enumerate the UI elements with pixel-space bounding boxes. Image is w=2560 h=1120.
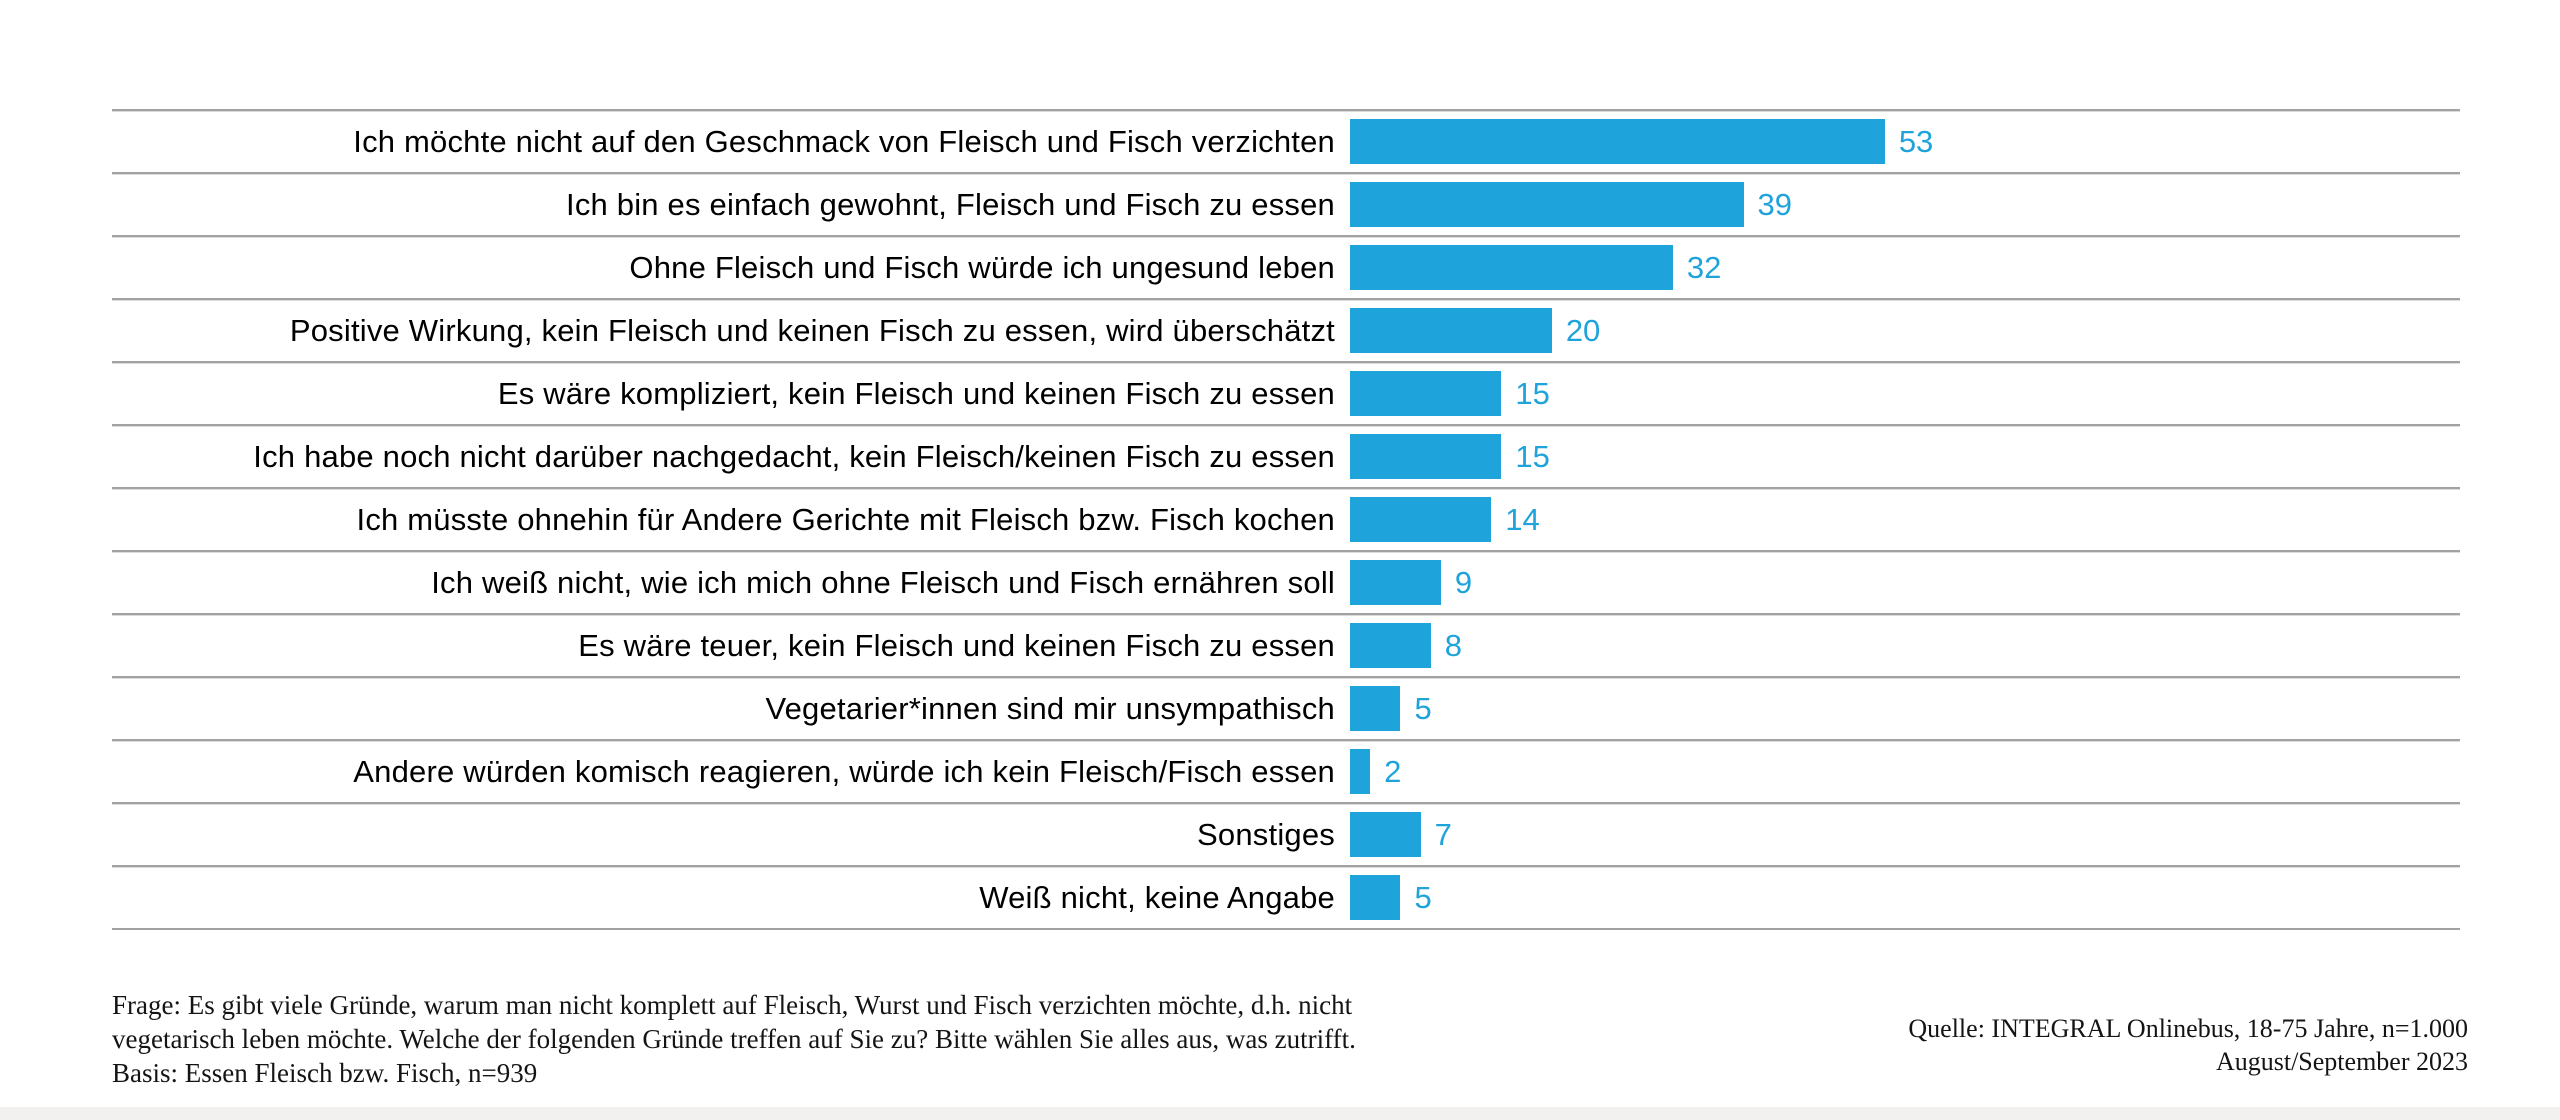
bar [1350,623,1431,668]
bottom-strip [0,1107,2560,1120]
bar-cell: 5 [1350,867,2460,928]
bar-cell: 5 [1350,678,2460,739]
category-label: Ich bin es einfach gewohnt, Fleisch und … [566,186,1335,222]
category-label: Andere würden komisch reagieren, würde i… [353,753,1335,789]
bar [1350,119,1885,164]
chart-row: Ich habe noch nicht darüber nachgedacht,… [112,424,2460,487]
value-label: 14 [1505,501,1540,537]
value-label: 32 [1686,249,1722,285]
chart-row: Es wäre teuer, kein Fleisch und keinen F… [112,613,2460,676]
bar [1350,308,1552,353]
bar [1350,812,1421,857]
value-label: 15 [1515,438,1550,474]
chart-row: Ohne Fleisch und Fisch würde ich ungesun… [112,235,2460,298]
bar-cell: 8 [1350,615,2460,676]
bar [1350,434,1502,479]
bar-cell: 7 [1350,804,2460,865]
bar [1350,875,1401,920]
category-label: Vegetarier*innen sind mir unsympathisch [765,690,1335,726]
bar [1350,686,1401,731]
source-note: Quelle: INTEGRAL Onlinebus, 18-75 Jahre,… [1908,1012,2468,1078]
category-label: Ich müsste ohnehin für Andere Gerichte m… [356,501,1335,537]
footnote-line: vegetarisch leben möchte. Welche der fol… [112,1024,1356,1054]
value-label: 9 [1454,564,1473,600]
value-label: 53 [1898,123,1934,159]
category-label: Ich möchte nicht auf den Geschmack von F… [353,123,1335,159]
chart-row: Andere würden komisch reagieren, würde i… [112,739,2460,802]
category-label: Es wäre kompliziert, kein Fleisch und ke… [497,375,1335,411]
category-label: Ich habe noch nicht darüber nachgedacht,… [253,438,1335,474]
category-label: Ohne Fleisch und Fisch würde ich ungesun… [629,249,1335,285]
value-label: 39 [1757,186,1793,222]
category-label: Positive Wirkung, kein Fleisch und keine… [289,312,1335,348]
bar-cell: 2 [1350,741,2460,802]
chart-row: Ich weiß nicht, wie ich mich ohne Fleisc… [112,550,2460,613]
footnote-line: Frage: Es gibt viele Gründe, warum man n… [112,990,1353,1020]
chart-row: Sonstiges 7 [112,802,2460,865]
bar-cell: 20 [1350,300,2460,361]
bar-cell: 9 [1350,552,2460,613]
value-label: 15 [1515,375,1550,411]
chart-row: Positive Wirkung, kein Fleisch und keine… [112,298,2460,361]
chart-row: Vegetarier*innen sind mir unsympathisch … [112,676,2460,739]
bar-cell: 53 [1350,111,2460,172]
bar-cell: 15 [1350,363,2460,424]
source-line: Quelle: INTEGRAL Onlinebus, 18-75 Jahre,… [1908,1014,2468,1043]
chart-row: Ich bin es einfach gewohnt, Fleisch und … [112,172,2460,235]
category-label: Es wäre teuer, kein Fleisch und keinen F… [578,627,1335,663]
category-label: Ich weiß nicht, wie ich mich ohne Fleisc… [431,564,1335,600]
source-line: August/September 2023 [2215,1047,2468,1076]
value-label: 7 [1434,816,1452,852]
value-label: 5 [1414,690,1432,726]
bar-cell: 14 [1350,489,2460,550]
bar [1350,497,1492,542]
bar [1350,245,1673,290]
footnote-line: Basis: Essen Fleisch bzw. Fisch, n=939 [112,1058,538,1088]
value-label: 20 [1565,312,1601,348]
chart-row: Ich müsste ohnehin für Andere Gerichte m… [112,487,2460,550]
value-label: 2 [1384,753,1402,789]
chart-row: Weiß nicht, keine Angabe 5 [112,865,2460,928]
bar-cell: 32 [1350,237,2460,298]
chart-row: Es wäre kompliziert, kein Fleisch und ke… [112,361,2460,424]
bar-cell: 39 [1350,174,2460,235]
bar [1350,182,1744,227]
category-label: Weiß nicht, keine Angabe [979,879,1335,915]
bar [1350,749,1371,794]
bar [1350,371,1502,416]
bar-chart: Ich möchte nicht auf den Geschmack von F… [112,109,2460,930]
category-label: Sonstiges [1197,816,1335,852]
chart-row: Ich möchte nicht auf den Geschmack von F… [112,109,2460,172]
bar [1350,560,1441,605]
value-label: 5 [1414,879,1432,915]
value-label: 8 [1444,627,1462,663]
footnote: Frage: Es gibt viele Gründe, warum man n… [112,988,1356,1090]
bar-cell: 15 [1350,426,2460,487]
